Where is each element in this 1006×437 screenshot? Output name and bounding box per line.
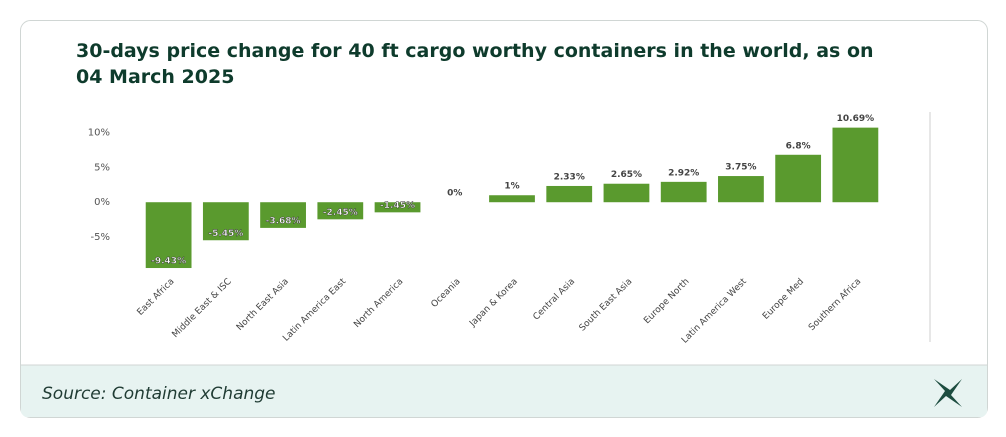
y-tick-label: 0% bbox=[94, 197, 110, 208]
bar bbox=[832, 127, 879, 203]
value-label: 10.69% bbox=[837, 114, 875, 124]
bar bbox=[374, 202, 421, 213]
value-label: 2.92% bbox=[668, 168, 699, 178]
value-label: -9.43% bbox=[151, 257, 186, 267]
value-label: 2.65% bbox=[611, 170, 642, 180]
chart-title: 30-days price change for 40 ft cargo wor… bbox=[76, 40, 874, 88]
bar bbox=[775, 154, 822, 203]
bar bbox=[317, 202, 364, 220]
bar bbox=[603, 183, 650, 203]
bar bbox=[202, 202, 249, 241]
bar bbox=[260, 202, 306, 228]
card bbox=[20, 20, 988, 418]
value-label: -3.68% bbox=[266, 216, 301, 226]
bar bbox=[660, 181, 707, 203]
y-tick-label: -5% bbox=[91, 232, 110, 243]
y-tick-label: 10% bbox=[88, 127, 110, 138]
value-label: -1.45% bbox=[380, 201, 415, 211]
value-label: 6.8% bbox=[786, 141, 811, 151]
value-label: 1% bbox=[504, 182, 519, 192]
logo bbox=[934, 379, 962, 407]
bar bbox=[489, 195, 535, 203]
title-box: 30-days price change for 40 ft cargo wor… bbox=[76, 40, 874, 88]
value-label: -5.45% bbox=[208, 229, 243, 239]
bar bbox=[718, 176, 764, 203]
value-label: -2.45% bbox=[323, 208, 358, 218]
value-label: 3.75% bbox=[725, 163, 756, 173]
y-tick-label: 5% bbox=[94, 162, 110, 173]
value-label: 0% bbox=[447, 189, 462, 199]
bar bbox=[145, 202, 192, 269]
source: Source: Container xChange bbox=[42, 384, 276, 404]
value-label: 2.33% bbox=[554, 172, 585, 182]
bar bbox=[546, 185, 593, 203]
footer bbox=[21, 365, 987, 417]
